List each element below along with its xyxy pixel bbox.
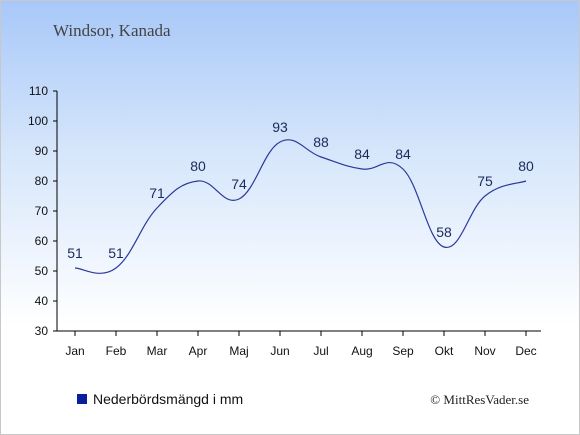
data-label: 93 <box>272 119 288 135</box>
y-tick-label: 100 <box>28 114 48 128</box>
data-label: 84 <box>354 146 370 162</box>
x-tick-label: Jun <box>270 344 289 358</box>
data-label: 84 <box>395 146 411 162</box>
x-tick-label: Jul <box>313 344 328 358</box>
x-tick-label: Nov <box>474 344 495 358</box>
data-label: 80 <box>518 158 534 174</box>
x-tick-label: Aug <box>351 344 372 358</box>
data-label: 75 <box>477 173 493 189</box>
data-label: 51 <box>67 245 83 261</box>
x-tick-label: Dec <box>515 344 536 358</box>
y-tick-label: 80 <box>35 174 49 188</box>
x-tick-label: Apr <box>189 344 208 358</box>
chart-title: Windsor, Kanada <box>53 21 171 40</box>
x-tick-label: Okt <box>435 344 454 358</box>
y-tick-label: 50 <box>35 264 49 278</box>
x-tick-label: Feb <box>106 344 127 358</box>
x-tick-label: Mar <box>147 344 168 358</box>
data-label: 58 <box>436 224 452 240</box>
y-tick-label: 60 <box>35 234 49 248</box>
data-label: 71 <box>149 185 165 201</box>
x-tick-label: Sep <box>392 344 414 358</box>
x-tick-label: Jan <box>65 344 84 358</box>
x-tick-label: Maj <box>229 344 248 358</box>
data-label: 51 <box>108 245 124 261</box>
legend-label: Nederbördsmängd i mm <box>93 391 244 407</box>
precipitation-line <box>74 139 527 274</box>
data-label: 80 <box>190 158 206 174</box>
y-tick-label: 110 <box>29 84 48 98</box>
legend-swatch-icon <box>77 394 87 404</box>
copyright-text: © MittResVader.se <box>430 392 529 407</box>
data-label: 88 <box>313 134 329 150</box>
y-tick-label: 70 <box>35 204 49 218</box>
y-tick-label: 90 <box>35 144 49 158</box>
y-tick-label: 40 <box>35 294 49 308</box>
legend: Nederbördsmängd i mm <box>77 391 243 407</box>
y-tick-label: 30 <box>35 324 49 338</box>
data-label: 74 <box>231 176 247 192</box>
